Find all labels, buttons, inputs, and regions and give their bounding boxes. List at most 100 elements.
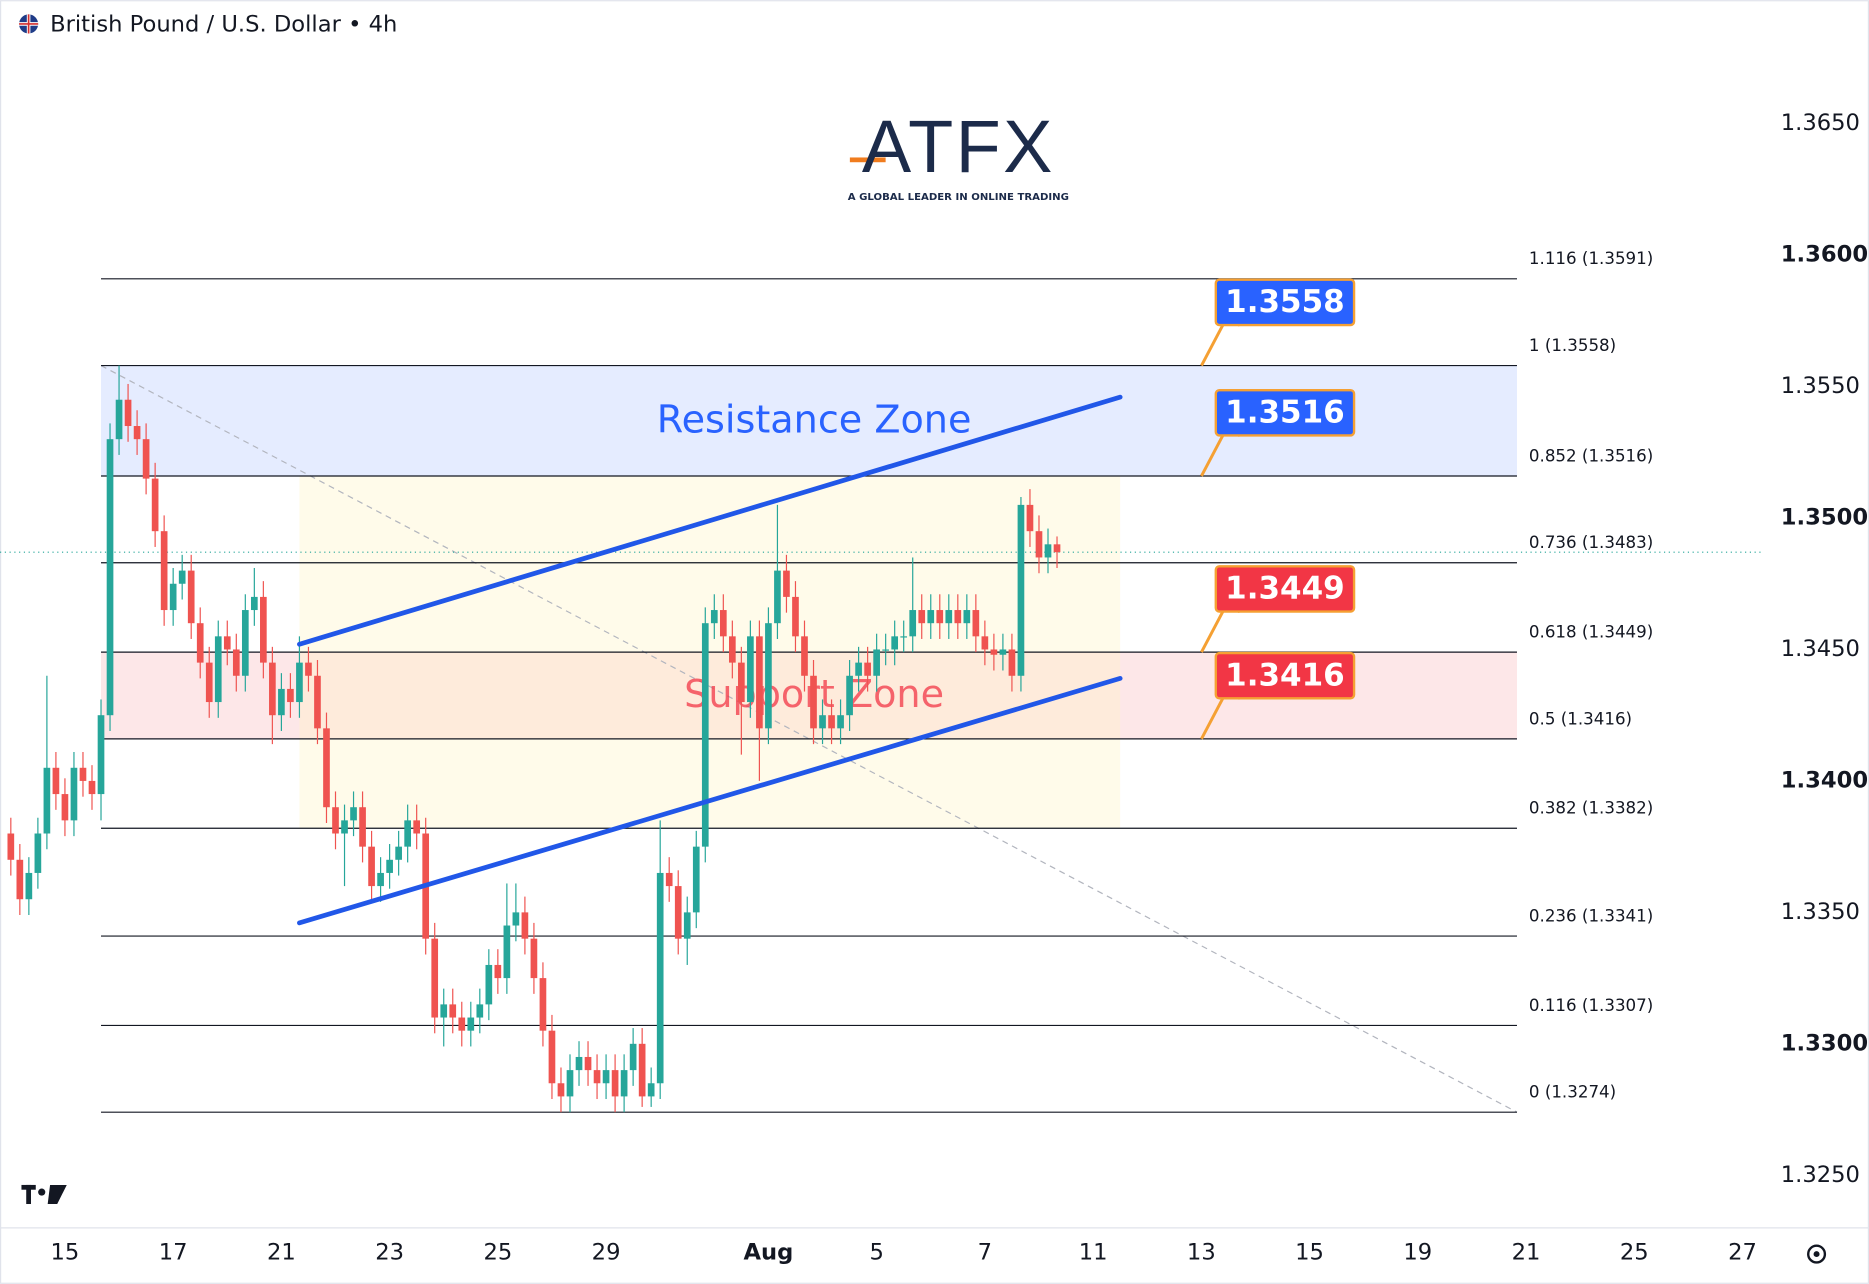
symbol-flag — [19, 14, 39, 34]
x-tick-label: 29 — [592, 1239, 621, 1265]
candle-body — [377, 872, 384, 887]
callout-box — [1214, 388, 1356, 437]
candle-body — [1035, 531, 1043, 558]
candle-body — [647, 1083, 655, 1097]
candle-body — [683, 912, 691, 939]
candle-body — [61, 794, 69, 821]
candle-body — [449, 1004, 457, 1018]
candle-body — [656, 872, 664, 1084]
candle-body — [846, 675, 853, 716]
candle-body — [674, 886, 682, 939]
candle-body — [738, 662, 745, 703]
fib-level-label: 0.852 (1.3516) — [1529, 446, 1653, 465]
fib-level-label: 1.116 (1.3591) — [1529, 249, 1653, 268]
candle-body — [593, 1070, 601, 1084]
candle-body — [503, 925, 511, 979]
x-tick-label: 17 — [159, 1239, 188, 1265]
candle-body — [882, 649, 889, 651]
candle-body — [178, 570, 186, 584]
candle-body — [1053, 544, 1061, 553]
x-tick-label: 25 — [1620, 1239, 1649, 1265]
chart-title: British Pound / U.S. Dollar • 4h — [50, 12, 397, 38]
x-tick-label: 21 — [1512, 1239, 1541, 1265]
candle-body — [692, 846, 700, 913]
candle-body — [756, 636, 763, 729]
logo-accent — [849, 157, 886, 163]
trend-line — [297, 394, 1123, 647]
callout-label: 1.3416 — [1225, 657, 1345, 693]
callout-label: 1.3449 — [1225, 571, 1345, 607]
y-tick-label: 1.3550 — [1781, 373, 1860, 399]
callout-box — [1214, 651, 1356, 700]
y-tick-label: 1.3400 — [1781, 767, 1868, 793]
fib-level-label: 0.116 (1.3307) — [1529, 996, 1653, 1015]
main-layer: Resistance ZoneSupport Zone1.35581.35161… — [0, 110, 1869, 1265]
candle-body — [828, 715, 835, 729]
candle-body — [359, 807, 366, 847]
candle-body — [819, 715, 826, 729]
y-tick-label: 1.3350 — [1781, 899, 1860, 925]
candle-body — [584, 1056, 592, 1071]
candle-body — [341, 820, 348, 834]
callout-label: 1.3558 — [1225, 284, 1345, 320]
candle-body — [485, 964, 493, 1005]
candle-body — [169, 583, 177, 611]
candle-body — [918, 610, 926, 624]
candle-body — [458, 1017, 466, 1031]
candle-body — [70, 767, 78, 821]
candle-body — [25, 872, 33, 900]
candle-body — [900, 636, 908, 638]
candle-body — [1017, 504, 1025, 676]
candle-body — [115, 399, 123, 440]
candle-body — [792, 596, 799, 637]
candle-body — [701, 623, 709, 847]
x-tick-label: 11 — [1079, 1239, 1108, 1265]
y-tick-label: 1.3450 — [1781, 636, 1860, 662]
candle-body — [314, 675, 321, 729]
candle-body — [765, 623, 772, 729]
candle-body — [476, 1004, 484, 1018]
x-tick-label: 25 — [483, 1239, 512, 1265]
candle-body — [124, 399, 132, 427]
fib-level-label: 0.5 (1.3416) — [1529, 709, 1632, 728]
y-tick-label: 1.3600 — [1781, 242, 1868, 268]
candle-body — [521, 912, 529, 939]
candle-body — [106, 439, 114, 716]
candle-body — [774, 570, 781, 624]
callout-box — [1214, 278, 1356, 327]
candle-body — [88, 780, 96, 795]
zone-label: Resistance Zone — [657, 397, 972, 441]
candle-body — [954, 610, 962, 624]
candle-body — [196, 623, 204, 663]
candle-body — [494, 964, 502, 979]
candle-body — [729, 636, 736, 663]
x-tick-label: 5 — [869, 1239, 883, 1265]
fib-level-label: 0.382 (1.3382) — [1529, 799, 1653, 818]
candle-body — [557, 1083, 565, 1097]
settings-button[interactable] — [1807, 1244, 1827, 1264]
candle-body — [214, 636, 222, 703]
x-tick-label: 15 — [51, 1239, 80, 1265]
candle-body — [431, 938, 439, 1018]
candle-body — [278, 688, 285, 716]
candle-body — [629, 1043, 637, 1071]
candle-body — [97, 715, 105, 795]
candle-body — [241, 610, 249, 676]
candle-body — [611, 1070, 619, 1097]
candle-body — [837, 715, 844, 729]
candle-body — [250, 596, 258, 611]
candle-body — [160, 531, 168, 611]
x-tick-label: 15 — [1295, 1239, 1324, 1265]
candle-body — [512, 912, 520, 926]
candle-body — [783, 570, 790, 597]
candle-body — [1044, 544, 1052, 558]
background-layer: 1.116 (1.3591) 1 (1.3558) 0.852 (1.3516) 0.… — [0, 249, 1765, 1113]
watermark-tagline: A GLOBAL LEADER IN ONLINE TRADING — [848, 192, 1069, 203]
candle-body — [43, 767, 51, 834]
x-tick-label: 7 — [978, 1239, 992, 1265]
candle-body — [855, 662, 862, 676]
candle-body — [801, 636, 808, 676]
candle-body — [927, 610, 935, 624]
candle-body — [1026, 504, 1034, 532]
